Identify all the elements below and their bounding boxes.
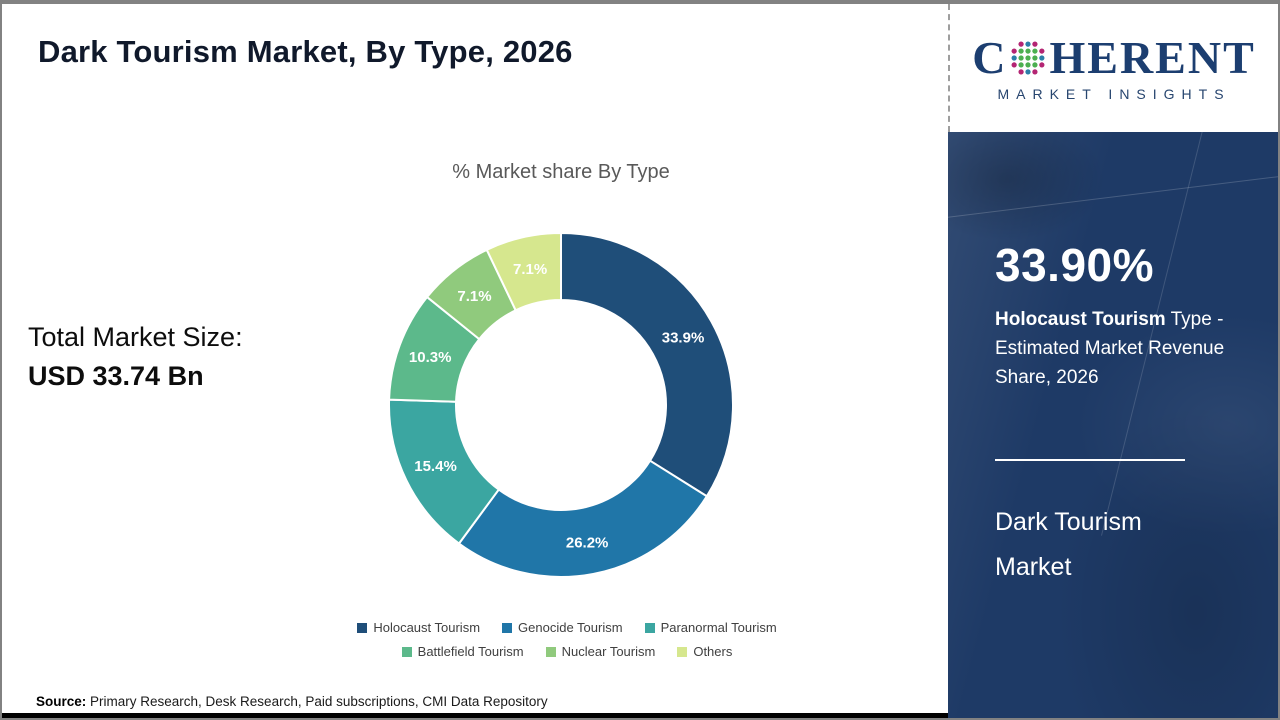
legend-item: Battlefield Tourism [401, 644, 524, 659]
legend-marker [644, 622, 655, 633]
chart-title: % Market share By Type [452, 161, 670, 183]
source-label: Source: [36, 694, 87, 709]
legend-item: Holocaust Tourism [357, 620, 480, 635]
segment-data-label: 7.1% [457, 288, 491, 305]
map-texture-line [948, 167, 1278, 222]
donut-segment [458, 459, 708, 578]
legend-marker [677, 646, 688, 657]
legend-item: Paranormal Tourism [644, 620, 777, 635]
bottom-accent-bar [2, 713, 948, 718]
brand-rest: HERENT [1049, 31, 1256, 83]
legend-marker [357, 622, 368, 633]
highlight-description-bold: Holocaust Tourism [995, 309, 1166, 330]
legend-label: Battlefield Tourism [417, 644, 524, 659]
donut-segment [560, 232, 734, 498]
legend-label: Nuclear Tourism [561, 644, 656, 659]
sidebar: C HERENT MARKET INSIGHTS 33.90% Holocaus… [948, 4, 1278, 718]
legend-marker [401, 646, 412, 657]
brand-logo: C HERENT MARKET INSIGHTS [948, 4, 1278, 132]
legend-label: Genocide Tourism [518, 620, 623, 635]
legend-marker [545, 646, 556, 657]
chart-legend: Holocaust Tourism Genocide Tourism Paranor… [305, 620, 829, 659]
sidebar-panel [948, 132, 1278, 718]
legend-item: Nuclear Tourism [545, 644, 656, 659]
highlight-description: Holocaust Tourism Type - Estimated Marke… [995, 305, 1235, 392]
market-size-label: Total Market Size: [28, 322, 243, 352]
donut-chart: 33.9% 26.2% 15.4% 10.3% 7.1% 7.1% [388, 232, 734, 578]
highlight-percentage: 33.90% [995, 239, 1155, 291]
total-market-size: Total Market Size: USD 33.74 Bn [28, 322, 243, 392]
source-text: Primary Research, Desk Research, Paid su… [86, 694, 548, 709]
segment-data-label: 7.1% [513, 261, 547, 278]
segment-data-label: 15.4% [414, 458, 457, 475]
highlight-description-rest: Type - Estimated Market Revenue Share, 2… [995, 309, 1225, 388]
brand-tagline: MARKET INSIGHTS [997, 85, 1231, 102]
brand-wordmark: C HERENT [972, 31, 1256, 83]
legend-item: Others [677, 644, 732, 659]
donut-segment [485, 232, 562, 312]
legend-label: Others [693, 644, 733, 659]
brand-letter-c: C [972, 31, 1008, 83]
legend-label: Holocaust Tourism [373, 620, 481, 635]
legend-marker [502, 622, 513, 633]
legend-item: Genocide Tourism [502, 620, 623, 635]
market-size-value: USD 33.74 Bn [28, 361, 204, 391]
legend-label: Paranormal Tourism [660, 620, 777, 635]
sidebar-market-name: Dark Tourism Market [995, 508, 1142, 581]
page-title: Dark Tourism Market, By Type, 2026 [38, 34, 573, 69]
source-line: Source: Primary Research, Desk Research,… [36, 694, 548, 709]
sidebar-divider [995, 459, 1185, 461]
segment-data-label: 33.9% [662, 330, 705, 347]
segment-data-label: 10.3% [409, 349, 452, 366]
coherent-globe-icon [1012, 41, 1045, 74]
segment-data-label: 26.2% [566, 534, 609, 551]
